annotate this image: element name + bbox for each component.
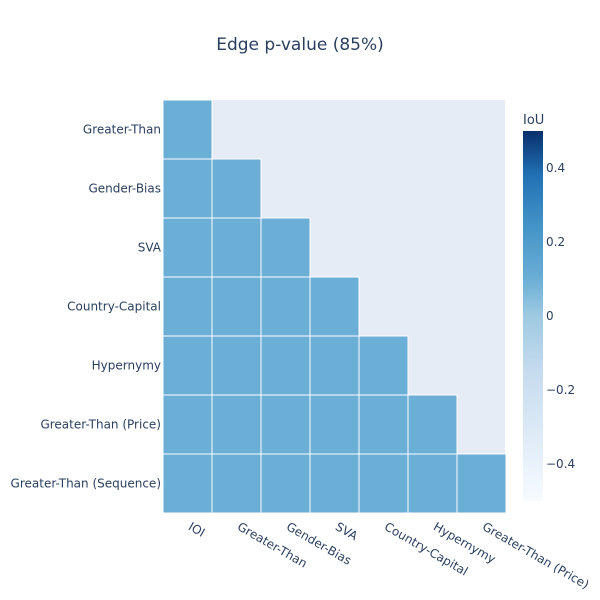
y-tick-label: Gender-Bias	[88, 182, 161, 196]
colorbar-tick-label: −0.4	[546, 457, 575, 471]
heatmap-cell	[162, 217, 213, 278]
heatmap-cell	[211, 453, 262, 514]
x-tick-label: Country-Capital	[382, 519, 470, 578]
heatmap-cell	[162, 335, 213, 396]
y-tick-label: Greater-Than	[83, 123, 161, 137]
heatmap-cell	[407, 453, 458, 514]
heatmap-cell	[309, 335, 360, 396]
heatmap-cell	[162, 394, 213, 455]
heatmap-cell	[162, 276, 213, 337]
y-tick-label: Greater-Than (Price)	[40, 418, 161, 432]
colorbar-tick-labels: 0.4 0.2 0 −0.2 −0.4	[546, 161, 575, 471]
heatmap-cell	[260, 217, 311, 278]
heatmap-cell	[211, 335, 262, 396]
colorbar	[523, 131, 543, 501]
heatmap-cell	[309, 453, 360, 514]
x-tick-label: IOI	[186, 519, 207, 539]
heatmap-cell	[211, 276, 262, 337]
y-tick-label: Greater-Than (Sequence)	[11, 477, 161, 491]
heatmap-cell	[162, 453, 213, 514]
heatmap-cell	[309, 394, 360, 455]
heatmap-cell	[260, 453, 311, 514]
heatmap-cell	[407, 394, 458, 455]
heatmap-cells	[162, 99, 507, 514]
heatmap-cell	[260, 335, 311, 396]
chart-title: Edge p-value (85%)	[216, 35, 384, 55]
x-tick-label: SVA	[333, 519, 361, 543]
heatmap-cell	[309, 276, 360, 337]
y-axis-tick-labels: Greater-Than Gender-Bias SVA Country-Capita…	[11, 123, 162, 491]
colorbar-tick-label: 0	[546, 309, 554, 323]
y-tick-label: Hypernymy	[92, 359, 161, 373]
heatmap-cell	[260, 276, 311, 337]
heatmap-cell	[358, 394, 409, 455]
heatmap-cell	[456, 453, 507, 514]
colorbar-tick-label: 0.2	[546, 235, 565, 249]
y-tick-label: SVA	[138, 241, 162, 255]
heatmap-cell	[211, 394, 262, 455]
colorbar-tick-label: −0.2	[546, 383, 575, 397]
heatmap-cell	[358, 335, 409, 396]
heatmap-cell	[358, 453, 409, 514]
colorbar-tick-label: 0.4	[546, 161, 565, 175]
heatmap-cell	[162, 99, 213, 160]
y-tick-label: Country-Capital	[67, 300, 161, 314]
colorbar-title: IoU	[523, 113, 544, 128]
heatmap-cell	[211, 217, 262, 278]
heatmap-cell	[211, 158, 262, 219]
heatmap-cell	[162, 158, 213, 219]
heatmap-cell	[260, 394, 311, 455]
